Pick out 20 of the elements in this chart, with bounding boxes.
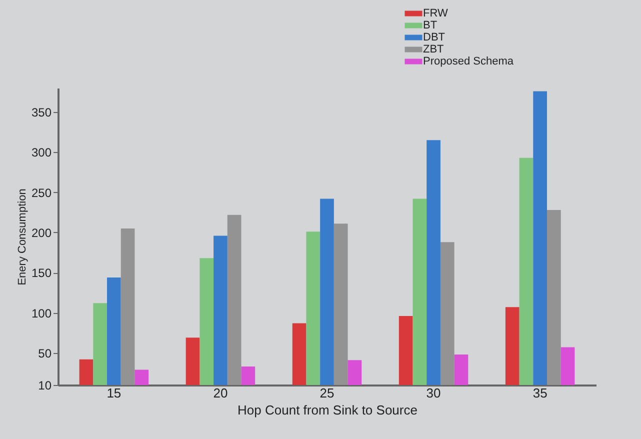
y-tick-label: 300 [31,146,52,160]
y-tick-label: 350 [31,106,52,120]
y-tick-label: 200 [31,226,52,240]
legend-label: FRW [423,8,448,20]
y-tick-label: 150 [31,266,52,280]
y-tick-label: 250 [31,186,52,200]
x-tick-label: 35 [532,386,548,400]
legend-label: BT [423,20,438,32]
y-axis-title: Enery Consumption [16,188,28,286]
y-tick-label: 50 [38,346,52,360]
legend-label: Proposed Schema [423,56,514,68]
legend-label: DBT [423,32,446,44]
y-tick-label: 10 [38,378,52,392]
x-tick-label: 25 [320,386,334,400]
x-tick-label: 20 [213,386,228,400]
y-tick-label: 100 [31,306,52,320]
x-tick-label: 15 [106,386,122,400]
x-axis-title: Hop Count from Sink to Source [238,402,418,418]
legend-label: ZBT [423,44,444,56]
x-tick-label: 30 [426,386,441,400]
